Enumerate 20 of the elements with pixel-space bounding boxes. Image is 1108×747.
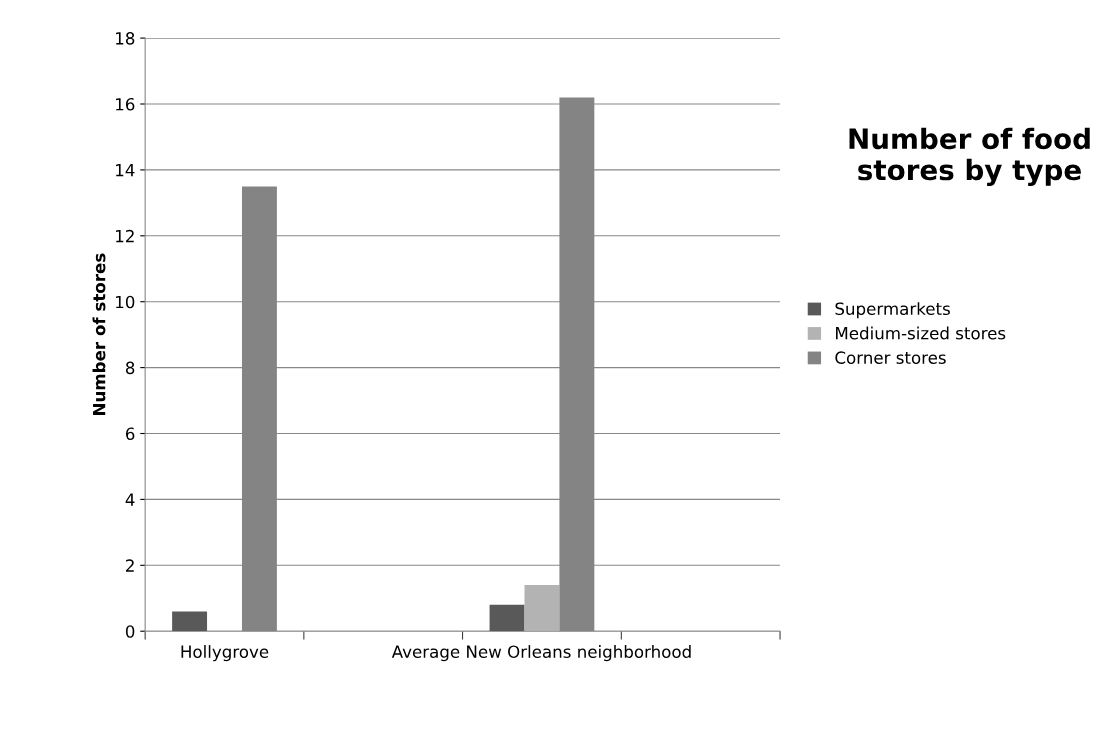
y-tick-label: 18 — [116, 32, 135, 45]
text: Number of food stores by type — [849, 127, 1090, 186]
x-tick-label: Hollygrove — [181, 645, 269, 662]
legend-label: Corner stores — [835, 351, 946, 364]
y-tick-label: 16 — [116, 97, 135, 111]
y-tick-label: 12 — [116, 229, 134, 243]
y-tick-label: 0 — [125, 625, 135, 638]
bar — [524, 585, 560, 632]
y-tick-label: 10 — [116, 295, 135, 309]
legend-label: Medium-sized stores — [836, 326, 1006, 340]
y-axis-title: Number of stores — [92, 253, 106, 415]
x-tick-label: Average New Orleans neighborhood — [391, 645, 691, 662]
bar — [172, 611, 208, 632]
y-tick-label: 6 — [125, 427, 135, 441]
y-tick-label: 2 — [126, 559, 134, 572]
y-tick-label: 4 — [125, 493, 135, 506]
y-tick-label: 14 — [116, 164, 135, 177]
legend-label: Supermarkets — [835, 302, 950, 319]
y-tick-label: 8 — [125, 361, 135, 375]
bar — [489, 604, 525, 632]
